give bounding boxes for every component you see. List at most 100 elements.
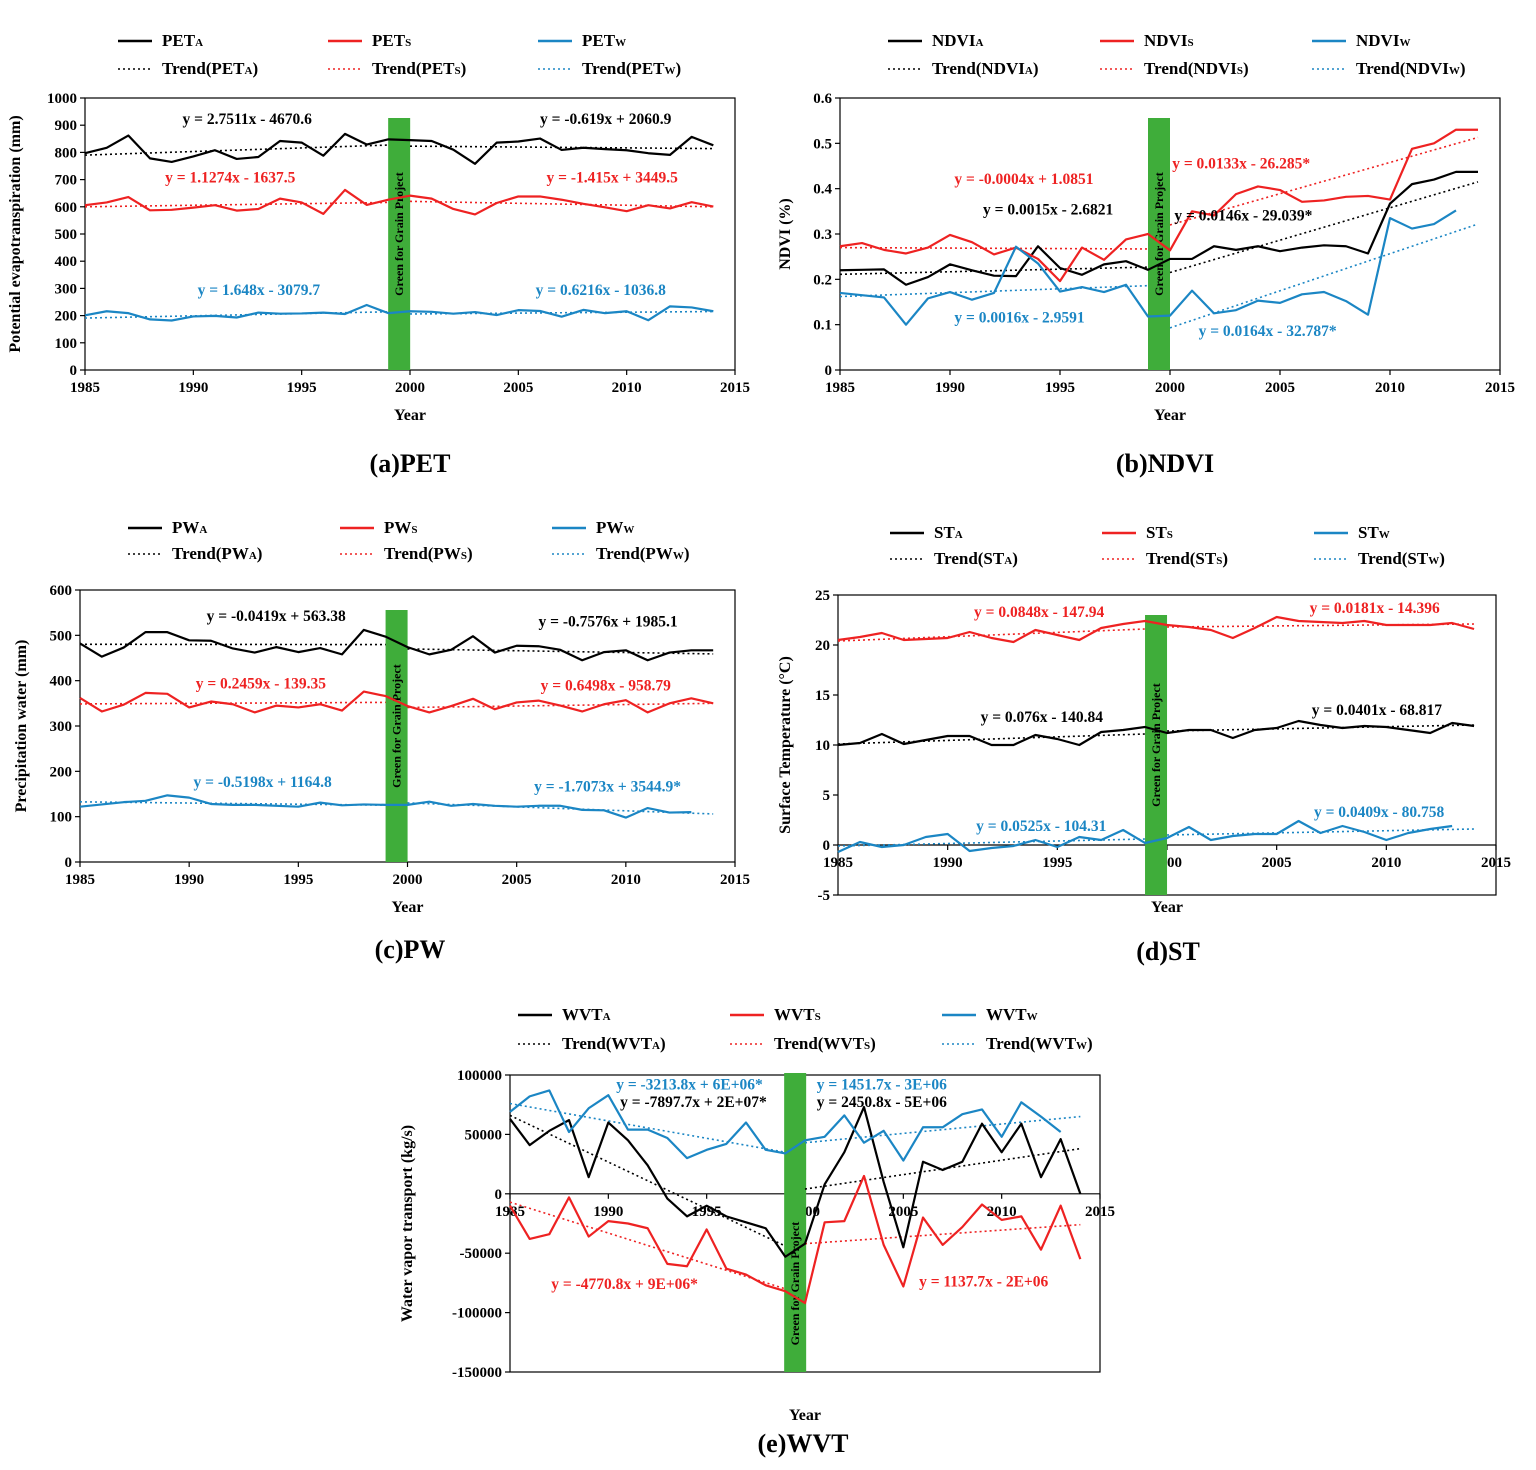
x-tick-label: 1995 xyxy=(692,1204,722,1220)
legend-subscript: A xyxy=(955,529,963,541)
legend-label: WVTW xyxy=(986,1005,1038,1024)
x-axis-label: Year xyxy=(1151,899,1183,916)
legend-subscript: W xyxy=(623,524,634,536)
x-tick-label: 2015 xyxy=(1085,1204,1115,1220)
y-tick-label: 600 xyxy=(55,200,78,216)
green-for-grain-band xyxy=(1148,118,1170,370)
x-tick-label: 1990 xyxy=(174,872,204,888)
chart-pw: 0 100 200 300 400 500 600 1985 1990 1995 2000 2005 2… xyxy=(13,518,750,964)
panel-caption: (c)PW xyxy=(375,935,446,964)
band-label: Green for Grain Project xyxy=(788,1222,802,1346)
legend-trend-close: ) xyxy=(461,59,467,78)
y-tick-label: 400 xyxy=(50,674,73,690)
x-tick-label: 2010 xyxy=(1375,380,1405,396)
y-tick-label: 25 xyxy=(815,588,830,604)
trend-line-S xyxy=(84,201,389,208)
y-tick-label: 0 xyxy=(825,363,833,379)
legend-subscript: S xyxy=(405,37,411,49)
y-tick-label: -150000 xyxy=(452,1365,502,1381)
x-tick-label: 2000 xyxy=(395,380,425,396)
legend-trend-subscript: S xyxy=(864,1040,870,1052)
legend-subscript: A xyxy=(975,37,983,49)
legend-trend-close: ) xyxy=(1012,549,1018,568)
legend-label: STW xyxy=(1358,523,1390,542)
y-tick-label: 100 xyxy=(55,336,78,352)
y-tick-label: 20 xyxy=(815,638,830,654)
y-tick-label: 50000 xyxy=(465,1127,503,1143)
x-tick-label: 2010 xyxy=(611,872,641,888)
legend-trend-close: ) xyxy=(257,544,263,563)
y-tick-label: 300 xyxy=(55,281,78,297)
trend-line-S xyxy=(839,246,1149,250)
x-tick-label: 1990 xyxy=(178,380,208,396)
y-axis-label: Potential evapotranspiration (mm) xyxy=(7,115,24,352)
legend-trend-label: Trend(STS) xyxy=(1146,549,1228,568)
y-tick-label: 10 xyxy=(815,738,830,754)
legend-subscript: W xyxy=(1399,37,1410,49)
legend-subscript: W xyxy=(1379,529,1390,541)
legend-trend-close: ) xyxy=(467,544,473,563)
trend-line-W xyxy=(84,310,389,319)
legend-subscript: S xyxy=(1187,37,1193,49)
y-tick-label: 0.5 xyxy=(813,136,832,152)
y-tick-label: 700 xyxy=(55,173,78,189)
legend-label: PWS xyxy=(384,518,418,537)
series-line-A xyxy=(837,719,1475,747)
y-tick-label: 200 xyxy=(50,764,73,780)
legend-label: PWW xyxy=(596,518,634,537)
legend-trend-label: Trend(PWS) xyxy=(384,544,473,563)
legend-trend-label: Trend(NDVIW) xyxy=(1356,59,1466,78)
panel-caption: (a)PET xyxy=(370,449,451,478)
x-tick-label: 2005 xyxy=(1265,380,1295,396)
legend-trend-subscript: S xyxy=(1237,65,1243,77)
legend-trend-subscript: S xyxy=(461,550,467,562)
legend-trend-label: Trend(NDVIA) xyxy=(932,59,1039,78)
legend-subscript: S xyxy=(1167,529,1173,541)
legend-label: NDVIA xyxy=(932,31,983,50)
trend-line-W xyxy=(1169,223,1479,329)
x-tick-label: 2005 xyxy=(1262,855,1292,871)
trend-equation: y = 1.648x - 3079.7 xyxy=(198,282,321,299)
x-tick-label: 1995 xyxy=(1045,380,1075,396)
legend-label: STA xyxy=(934,523,963,542)
legend-subscript: A xyxy=(199,524,207,536)
y-tick-label: 0 xyxy=(823,838,831,854)
trend-equation: y = 0.2459x - 139.35 xyxy=(196,675,326,692)
chart-wvt: -150000 -100000 -50000 0 50000 100000 1985 1990… xyxy=(399,1005,1115,1458)
trend-equation: y = 2450.8x - 5E+06 xyxy=(817,1094,947,1111)
legend-subscript: S xyxy=(411,524,417,536)
chart-ndvi: 0 0.1 0.2 0.3 0.4 0.5 0.6 1985 1990 1995 2000 2005 2… xyxy=(777,31,1515,478)
legend-trend-close: ) xyxy=(1460,59,1466,78)
trend-line-A xyxy=(407,648,714,655)
legend-subscript: A xyxy=(603,1011,611,1023)
trend-equation: y = 1137.7x - 2E+06 xyxy=(919,1273,1048,1290)
legend-trend-subscript: S xyxy=(455,65,461,77)
legend-trend-label: Trend(PWA) xyxy=(172,544,262,563)
trend-line-S xyxy=(409,200,714,208)
chart-pet: 0 100 200 300 400 500 600 700 800 900 1000 1985 1990… xyxy=(7,31,750,478)
x-tick-label: 1990 xyxy=(933,855,963,871)
y-tick-label: -5 xyxy=(818,888,831,904)
legend-label: PETS xyxy=(372,31,411,50)
legend-trend-subscript: A xyxy=(245,65,253,77)
trend-equation: y = -0.7576x + 1985.1 xyxy=(539,613,678,630)
y-tick-label: 100 xyxy=(50,810,73,826)
x-tick-label: 2000 xyxy=(393,872,423,888)
series-line-W xyxy=(84,303,714,322)
trend-equation: y = -3213.8x + 6E+06* xyxy=(616,1076,763,1093)
green-for-grain-band xyxy=(784,1073,807,1372)
x-tick-label: 1985 xyxy=(823,855,853,871)
legend-trend-label: Trend(PETW) xyxy=(582,59,681,78)
trend-equation: y = 0.0015x - 2.6821 xyxy=(983,202,1113,219)
y-tick-label: 0 xyxy=(495,1187,503,1203)
y-tick-label: 200 xyxy=(55,309,78,325)
band-label: Green for Grain Project xyxy=(1149,683,1163,807)
series-line-S xyxy=(509,1174,1082,1305)
legend-trend-label: Trend(PETA) xyxy=(162,59,258,78)
legend-trend-label: Trend(STA) xyxy=(934,549,1018,568)
x-axis-label: Year xyxy=(392,899,424,916)
y-tick-label: 0.2 xyxy=(813,272,832,288)
series-line-A xyxy=(79,628,714,662)
legend-label: STS xyxy=(1146,523,1173,542)
